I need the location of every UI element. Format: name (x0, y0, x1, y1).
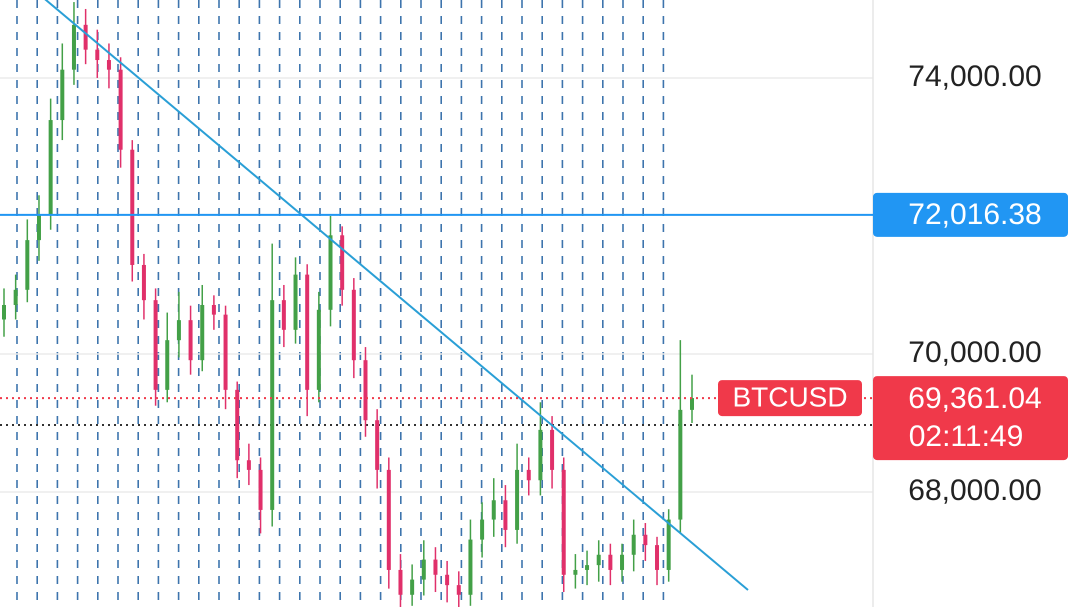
candle-body (316, 309, 321, 390)
candle-body (363, 360, 368, 421)
candle-body (538, 429, 543, 481)
candle-body (270, 300, 275, 510)
candle-body (340, 235, 345, 290)
candle-body (83, 24, 88, 50)
candle-body (585, 565, 590, 570)
candle-body (71, 24, 76, 70)
candle-body (596, 554, 601, 566)
y-tick-label: 70,000.00 (908, 336, 1041, 369)
overlay: 68,000.00 70,000.00 74,000.00 72,016.38 BTCU… (0, 60, 1068, 507)
candle-body (503, 500, 508, 530)
candle-body (293, 274, 298, 330)
candles (2, 2, 694, 607)
candle-body (690, 398, 694, 410)
symbol-label-box (718, 380, 862, 417)
candle-body (480, 519, 485, 540)
candle-body (48, 120, 53, 216)
candle-body (631, 534, 636, 555)
price-grid (0, 77, 873, 493)
candle-body (561, 469, 566, 575)
candle-body (118, 69, 123, 150)
candle-body (200, 304, 205, 361)
price-line-label: 72,016.38 (908, 198, 1041, 231)
candle-body (620, 554, 625, 570)
candle-body (258, 469, 263, 510)
candle-body (305, 274, 310, 390)
candle-body (223, 314, 228, 390)
candle-body (666, 519, 671, 570)
last-price-label: 69,361.04 (908, 382, 1041, 415)
candle-body (25, 240, 30, 290)
price-line-label-box (873, 192, 1068, 237)
y-tick-label: 74,000.00 (908, 60, 1041, 93)
candle-body (165, 340, 170, 390)
candle-body (36, 215, 41, 241)
candle-body (130, 149, 135, 265)
candle-body (176, 320, 181, 341)
candle-body (526, 469, 531, 481)
candle-body (515, 469, 520, 530)
candle-body (433, 559, 438, 575)
countdown-label: 02:11:49 (909, 420, 1024, 453)
candle-body (13, 289, 18, 305)
candle-body (141, 264, 146, 301)
candle-body (421, 559, 426, 580)
candle-body (153, 300, 158, 390)
candle-body (491, 500, 496, 520)
candle-body (95, 49, 100, 61)
time-grid (16, 0, 665, 607)
y-tick-label: 68,000.00 (908, 474, 1041, 507)
candle-body (351, 289, 356, 361)
candle-body (188, 320, 193, 361)
candle-body (60, 69, 65, 121)
candle-body (106, 60, 111, 70)
candle-body (573, 569, 578, 575)
candle-body (445, 574, 450, 586)
candle-body (246, 460, 251, 470)
candle-body (281, 300, 286, 330)
candle-body (2, 304, 6, 320)
candle-body (375, 420, 380, 470)
last-price-box (873, 376, 1068, 461)
candle-body (328, 235, 333, 310)
candle-body (211, 304, 216, 315)
candle-body (398, 569, 403, 595)
candle-body (643, 534, 648, 546)
candle-body (655, 545, 660, 570)
candle-body (550, 429, 555, 470)
candle-body (456, 585, 461, 595)
candle-body (235, 389, 240, 461)
candle-body (678, 409, 683, 520)
candle-body (468, 539, 473, 595)
candle-body (608, 554, 613, 570)
trend-line (44, 0, 749, 591)
candle-body (410, 579, 415, 595)
symbol-label: BTCUSD (732, 381, 847, 412)
candle-body (386, 469, 391, 570)
